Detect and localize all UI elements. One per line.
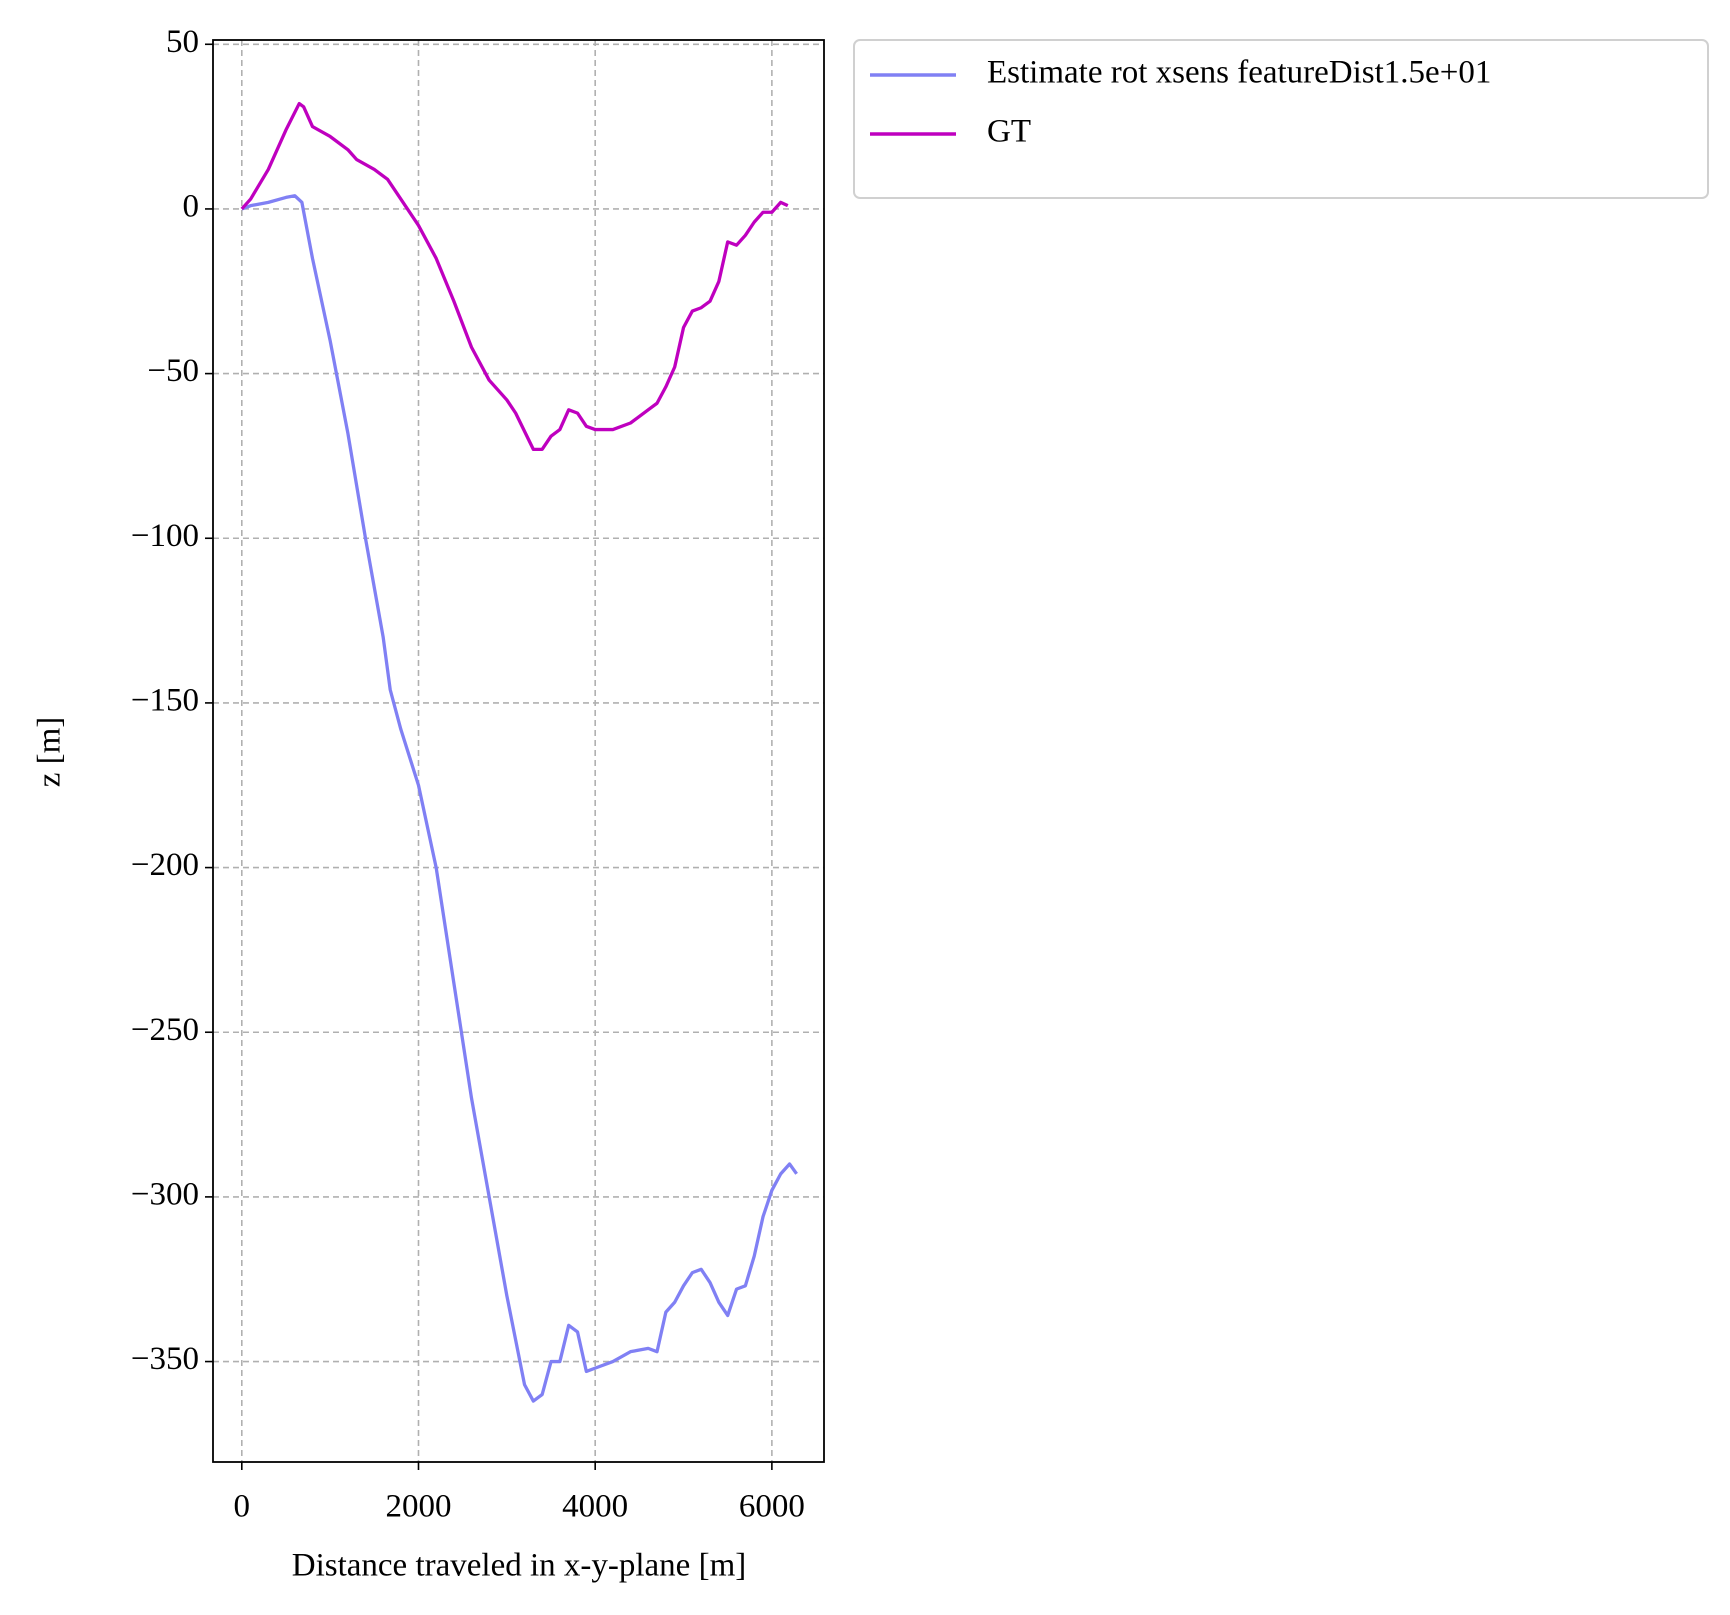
x-tick-label: 0 [234,1489,251,1525]
y-tick-label: 50 [166,24,199,60]
y-tick-label: −250 [131,1012,199,1048]
x-tick-label: 6000 [739,1489,805,1525]
y-tick-label: −50 [147,353,199,389]
y-tick-label: 0 [183,189,200,225]
x-axis-label: Distance traveled in x-y-plane [m] [292,1548,746,1584]
legend-label: Estimate rot xsens featureDist1.5e+01 [987,55,1491,91]
legend-box [853,39,1709,199]
y-tick-label: −350 [131,1341,199,1377]
series-line [240,101,789,451]
plot-frame [212,39,825,1463]
y-axis-label: z [m] [32,717,68,788]
y-tick-label: −300 [131,1176,199,1212]
series-line [241,194,798,1403]
y-tick-label: −150 [131,682,199,718]
x-tick-label: 2000 [385,1489,451,1525]
x-tick-label: 4000 [562,1489,628,1525]
legend-label: GT [987,114,1031,150]
y-tick-label: −200 [131,847,199,883]
y-tick-label: −100 [131,518,199,554]
